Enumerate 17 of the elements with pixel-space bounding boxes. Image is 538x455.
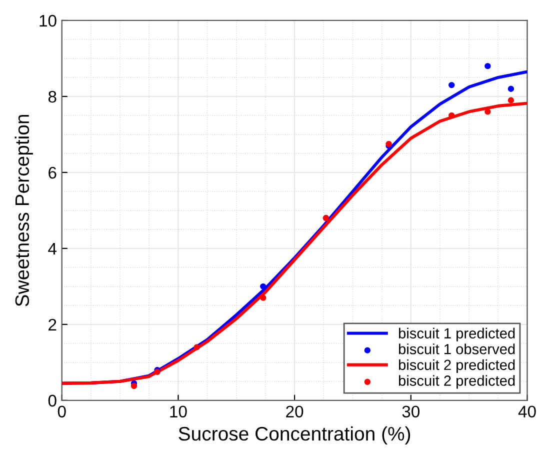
y-tick-label: 2 bbox=[48, 318, 56, 330]
y-tick-label: 8 bbox=[48, 90, 56, 103]
y-tick-label: 10 bbox=[40, 14, 56, 27]
x-tick-label: 0 bbox=[58, 406, 66, 418]
x-tick-label: 40 bbox=[518, 406, 536, 418]
legend-label: biscuit 1 predicted bbox=[398, 328, 515, 342]
y-tick-label: 4 bbox=[48, 243, 57, 254]
y-tick-label: 0 bbox=[48, 394, 56, 407]
x-axis-title: Sucrose Concentration (%) bbox=[178, 426, 410, 444]
y-axis-title: Sweetness Perception bbox=[14, 114, 33, 306]
legend-label: biscuit 2 predicted bbox=[398, 375, 515, 389]
legend-label: biscuit 2 predicted bbox=[398, 359, 515, 373]
x-tick-label: 30 bbox=[402, 406, 420, 418]
x-tick-label: 20 bbox=[286, 406, 304, 418]
y-tick-label: 6 bbox=[48, 166, 56, 179]
legend-label: biscuit 1 observed bbox=[398, 344, 515, 354]
x-tick-label: 10 bbox=[170, 406, 187, 418]
